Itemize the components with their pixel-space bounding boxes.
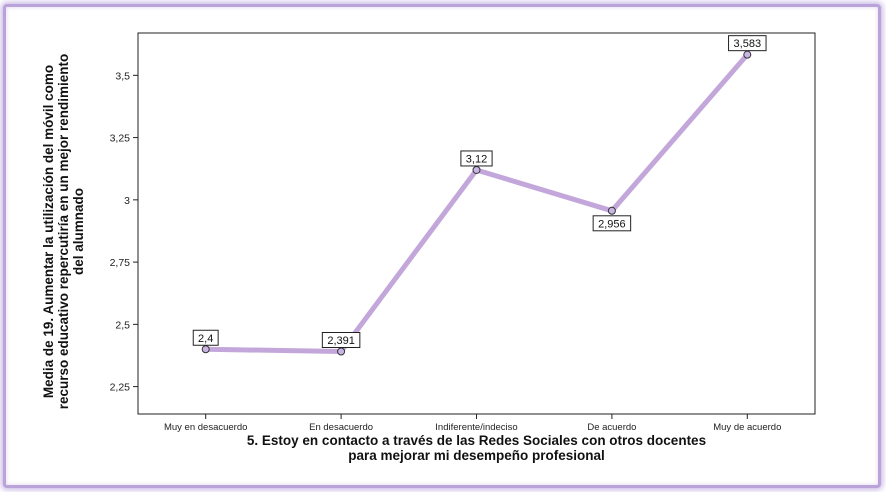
y-tick-label: 2,25 xyxy=(110,382,131,394)
data-label: 3,12 xyxy=(466,153,487,165)
data-label-box xyxy=(728,35,767,52)
x-tick-label: Indiferente/indeciso xyxy=(435,422,517,433)
y-tick-label: 3,5 xyxy=(115,70,130,82)
data-label-box xyxy=(460,150,493,167)
x-axis-title: 5. Estoy en contacto a través de las Red… xyxy=(247,433,706,463)
y-tick-label: 2,5 xyxy=(115,319,130,331)
data-label: 2,4 xyxy=(198,333,213,345)
data-point xyxy=(472,165,481,174)
data-point xyxy=(337,347,346,356)
y-axis-title-line: recurso educativo repercutiría en un mej… xyxy=(56,54,71,410)
x-tick-label: Muy en desacuerdo xyxy=(164,422,247,433)
chart-frame xyxy=(3,4,881,488)
y-axis-title-line: Media de 19. Aumentar la utilización del… xyxy=(41,65,56,398)
data-label-box xyxy=(321,331,361,348)
y-axis-title: Media de 19. Aumentar la utilización del… xyxy=(41,54,86,410)
y-tick-label: 3 xyxy=(124,195,130,207)
y-axis-title-line: del alumnado xyxy=(71,188,86,275)
x-tick-label: En desacuerdo xyxy=(309,422,373,433)
data-label: 3,583 xyxy=(734,38,762,50)
data-label: 2,956 xyxy=(598,218,626,230)
x-axis-title-line: para mejorar mi desempeño profesional xyxy=(348,448,605,463)
data-label-box xyxy=(592,215,632,232)
data-label-box xyxy=(192,329,219,346)
data-labels: 2,4 2,391 3,12 2,956 3,583 xyxy=(192,35,767,348)
y-axis-ticks: 2,25 2,5 2,75 3 3,25 3,5 xyxy=(110,70,138,394)
plot-area xyxy=(137,32,816,415)
x-tick-label: De acuerdo xyxy=(587,422,636,433)
data-point xyxy=(201,345,210,354)
y-tick-label: 3,25 xyxy=(110,133,131,145)
series-line xyxy=(201,50,752,356)
data-label: 2,391 xyxy=(327,335,355,347)
series-polyline xyxy=(203,52,750,354)
x-axis-title-line: 5. Estoy en contacto a través de las Red… xyxy=(247,433,706,448)
y-tick-label: 2,75 xyxy=(110,257,131,269)
data-point xyxy=(743,50,752,59)
data-point xyxy=(607,206,616,215)
x-tick-label: Muy de acuerdo xyxy=(713,422,781,433)
x-axis-ticks: Muy en desacuerdo En desacuerdo Indiferent… xyxy=(164,414,781,433)
